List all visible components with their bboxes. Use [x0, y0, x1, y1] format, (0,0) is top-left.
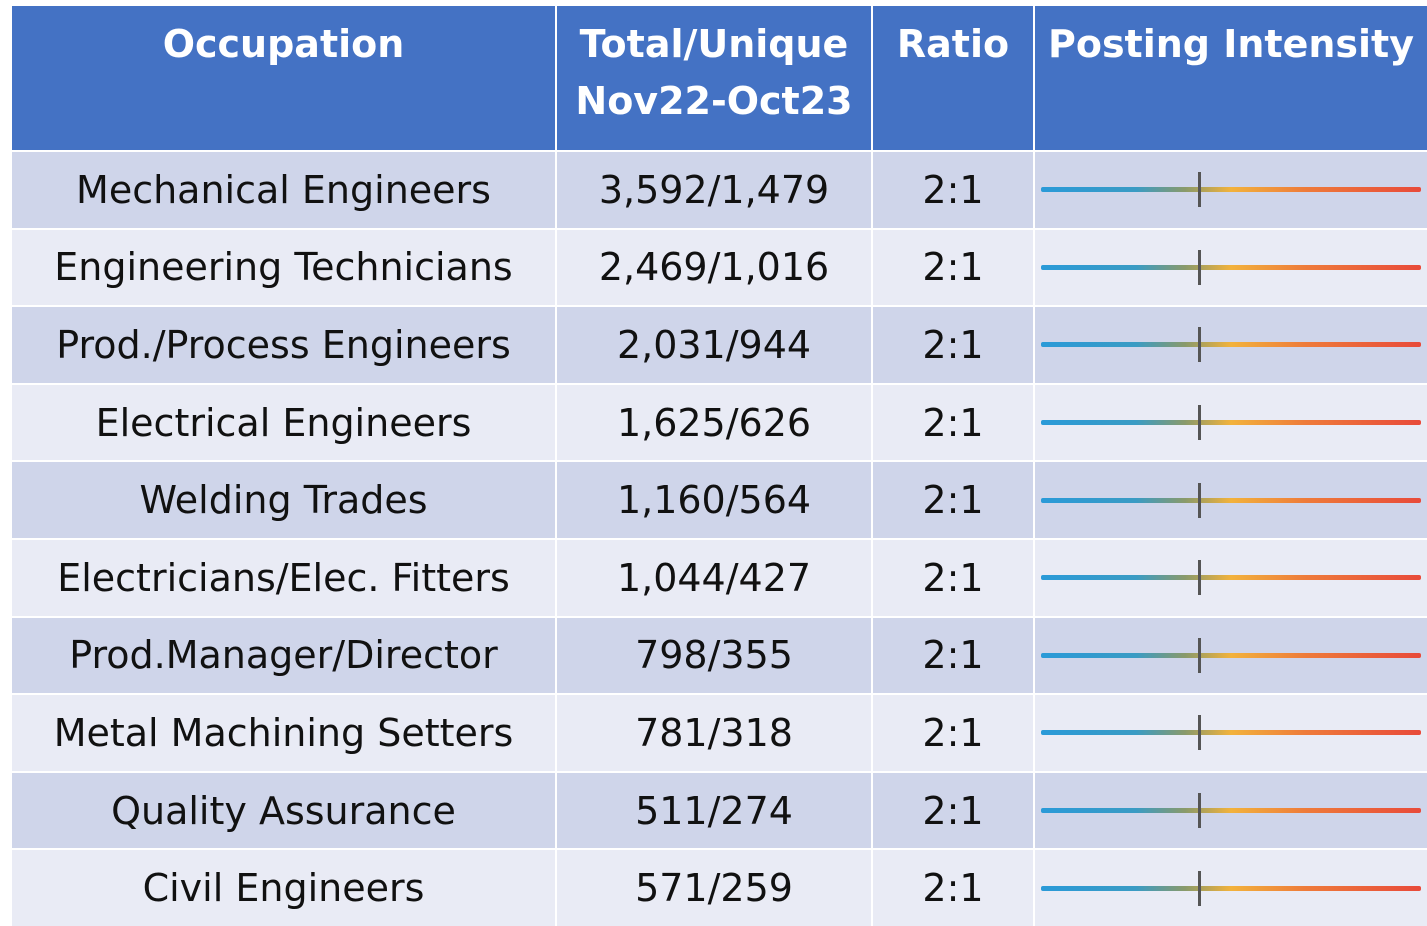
cell: 1,160/564: [557, 462, 871, 538]
intensity-marker: [1198, 249, 1201, 285]
cell: 2:1: [873, 539, 1033, 616]
intensity-marker: [1198, 637, 1201, 673]
intensity-bar: [1041, 560, 1421, 596]
intensity-marker: [1198, 870, 1201, 906]
intensity-marker: [1198, 327, 1201, 363]
intensity-cell: [1035, 307, 1427, 383]
cell: 2:1: [873, 850, 1033, 926]
cell: 2,031/944: [557, 307, 871, 383]
intensity-marker: [1198, 715, 1201, 751]
cell: Metal Machining Setters: [12, 695, 555, 771]
intensity-marker: [1198, 172, 1201, 208]
intensity-bar: [1041, 249, 1421, 285]
intensity-marker: [1198, 793, 1201, 829]
cell: Electrical Engineers: [12, 384, 555, 461]
intensity-bar: [1041, 405, 1421, 441]
intensity-bar: [1041, 327, 1421, 363]
cell: 2:1: [873, 617, 1033, 694]
cell: 2:1: [873, 772, 1033, 849]
intensity-cell: [1035, 462, 1427, 538]
cell: Prod./Process Engineers: [12, 307, 555, 383]
intensity-bar: [1041, 793, 1421, 829]
cell: 2:1: [873, 152, 1033, 228]
intensity-bar: [1041, 870, 1421, 906]
intensity-cell: [1035, 772, 1427, 849]
cell: 571/259: [557, 850, 871, 926]
intensity-bar: [1041, 715, 1421, 751]
intensity-bar: [1041, 172, 1421, 208]
header-cell: Posting Intensity: [1035, 6, 1427, 150]
header-cell: Occupation: [12, 6, 555, 150]
cell: Quality Assurance: [12, 772, 555, 849]
cell: Welding Trades: [12, 462, 555, 538]
intensity-cell: [1035, 695, 1427, 771]
table: Occupation Total/Unique Nov22-Oct23 Ratio P…: [12, 6, 1427, 926]
cell: Electricians/Elec. Fitters: [12, 539, 555, 616]
cell: 2:1: [873, 695, 1033, 771]
cell: 2:1: [873, 229, 1033, 306]
cell: 2:1: [873, 307, 1033, 383]
cell: 1,625/626: [557, 384, 871, 461]
header-cell: Ratio: [873, 6, 1033, 150]
cell: Civil Engineers: [12, 850, 555, 926]
intensity-cell: [1035, 384, 1427, 461]
intensity-marker: [1198, 482, 1201, 518]
intensity-marker: [1198, 560, 1201, 596]
intensity-bar: [1041, 637, 1421, 673]
cell: 1,044/427: [557, 539, 871, 616]
cell: Engineering Technicians: [12, 229, 555, 306]
header-cell: Total/Unique Nov22-Oct23: [557, 6, 871, 150]
cell: 798/355: [557, 617, 871, 694]
intensity-cell: [1035, 229, 1427, 306]
cell: Mechanical Engineers: [12, 152, 555, 228]
cell: 2,469/1,016: [557, 229, 871, 306]
cell: Prod.Manager/Director: [12, 617, 555, 694]
cell: 2:1: [873, 384, 1033, 461]
intensity-cell: [1035, 152, 1427, 228]
intensity-bar: [1041, 482, 1421, 518]
intensity-marker: [1198, 405, 1201, 441]
intensity-cell: [1035, 617, 1427, 694]
intensity-cell: [1035, 850, 1427, 926]
cell: 781/318: [557, 695, 871, 771]
cell: 3,592/1,479: [557, 152, 871, 228]
cell: 511/274: [557, 772, 871, 849]
intensity-cell: [1035, 539, 1427, 616]
cell: 2:1: [873, 462, 1033, 538]
